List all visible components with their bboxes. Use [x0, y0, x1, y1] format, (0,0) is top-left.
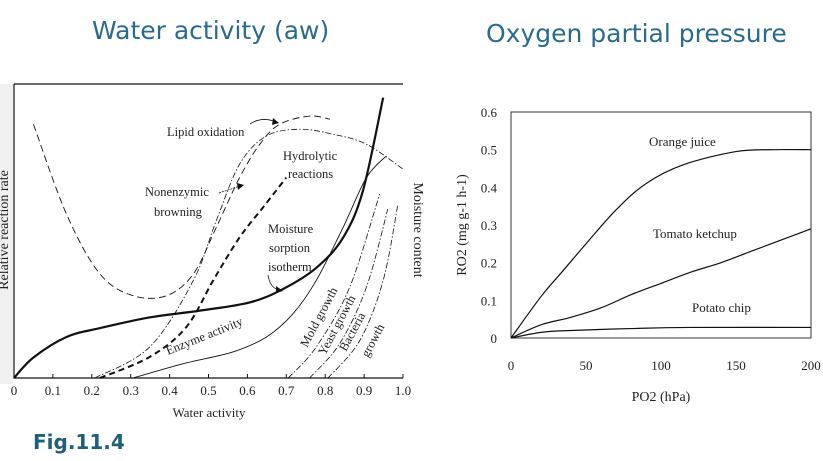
y-tick-label: 0.5	[481, 143, 497, 158]
figure-caption: Fig.11.4	[33, 430, 125, 454]
label-moisture-sorption-isotherm: sorption	[269, 241, 311, 255]
y-tick-label: 0.6	[481, 105, 498, 120]
x-tick-label: 100	[651, 358, 671, 373]
y-axis-label: RO2 (mg g-1 h-1)	[455, 174, 470, 276]
y-axis-label: Relative reaction rate	[0, 170, 12, 290]
series-bacteria-growth	[327, 203, 399, 379]
label-hydrolytic-reactions: reactions	[288, 167, 333, 181]
label-enzyme-activity: Enzyme activity	[164, 314, 246, 358]
y-tick-label: 0.1	[481, 293, 497, 308]
y-tick-label: 0.4	[481, 180, 498, 195]
x-tick-label: 1.0	[395, 383, 411, 398]
x-tick-label: 0.7	[278, 383, 295, 398]
y-tick-label: 0	[491, 331, 498, 346]
x-axis-label: Water activity	[173, 405, 246, 420]
series-potato-chip	[510, 326, 812, 339]
arrow-lipid-oxidation	[249, 119, 277, 125]
x-tick-label: 0.8	[317, 383, 333, 398]
series-yeast-growth	[309, 208, 389, 379]
x-tick-label: 0.4	[161, 383, 178, 398]
arrowhead-icon	[272, 118, 279, 125]
right-chart-title: Oxygen partial pressure	[486, 19, 787, 48]
legend-potato-chip: Potato chip	[692, 300, 751, 315]
label-nonenzymic-browning: browning	[154, 205, 203, 219]
series-mold-growth	[287, 193, 381, 379]
x-tick-label: 50	[580, 358, 593, 373]
arrowhead-icon	[276, 286, 283, 293]
x-tick-label: 0.2	[84, 383, 100, 398]
x-tick-label: 0	[11, 383, 18, 398]
left-chart-title: Water activity (aw)	[92, 16, 330, 45]
arrowhead-icon	[237, 183, 244, 190]
x-tick-label: 150	[726, 358, 746, 373]
x-tick-label: 200	[801, 358, 821, 373]
right-plot-frame	[510, 111, 812, 339]
series-moisture-sorption-isotherm	[13, 97, 385, 379]
label-moisture-sorption-isotherm: Moisture	[268, 222, 314, 236]
x-axis-label: PO2 (hPa)	[632, 390, 691, 405]
series-lipid-oxidation	[33, 115, 330, 299]
left-margin	[0, 84, 13, 384]
y-tick-label: 0.2	[481, 256, 497, 271]
series-orange-juice	[510, 148, 812, 339]
arrow-browning	[218, 185, 241, 194]
x-tick-label: 0.3	[123, 383, 139, 398]
series-nonenzymic-browning	[94, 128, 404, 379]
series-hydrolytic-reactions	[99, 176, 288, 379]
legend-orange-juice: Orange juice	[649, 134, 716, 149]
x-tick-label: 0	[508, 358, 515, 373]
label-lipid-oxidation: Lipid oxidation	[167, 125, 245, 139]
y2-axis-label: Moisture content	[410, 182, 425, 277]
series-tomato-ketchup	[510, 228, 812, 339]
label-moisture-sorption-isotherm: isotherm	[268, 260, 312, 274]
label-hydrolytic-reactions: Hydrolytic	[283, 149, 338, 163]
x-tick-label: 0.1	[45, 383, 61, 398]
series-enzyme-activity	[132, 155, 387, 379]
x-tick-label: 0.6	[239, 383, 256, 398]
x-tick-label: 0.5	[200, 383, 216, 398]
legend-tomato-ketchup: Tomato ketchup	[653, 226, 737, 241]
y-tick-label: 0.3	[481, 218, 497, 233]
label-nonenzymic-browning: Nonenzymic	[145, 185, 209, 199]
x-tick-label: 0.9	[356, 383, 372, 398]
